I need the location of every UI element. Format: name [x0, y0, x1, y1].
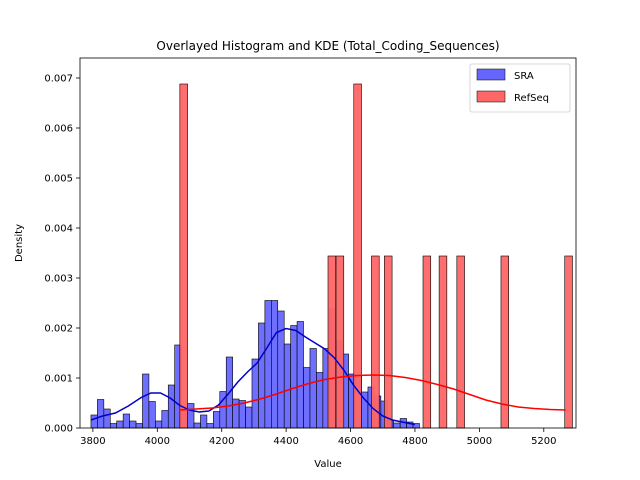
refseq-bar: [384, 255, 393, 429]
chart-title: Overlayed Histogram and KDE (Total_Codin…: [156, 39, 499, 53]
legend-swatch-refseq: [476, 90, 506, 103]
sra-bar: [103, 408, 111, 429]
y-tick-label: 0.006: [44, 124, 73, 135]
sra-bar: [187, 403, 195, 429]
sra-bar: [148, 401, 156, 429]
sra-bar: [283, 343, 291, 429]
refseq-bar: [179, 83, 188, 429]
x-axis: 3800 4000 4200 4400 4600 4800 5000 5200: [80, 428, 557, 447]
y-tick-label: 0.007: [44, 74, 73, 85]
sra-bar: [309, 348, 317, 429]
sra-bar: [129, 420, 137, 429]
refseq-kde-line: [179, 374, 566, 411]
sra-kde-line: [90, 327, 416, 426]
sra-bar: [245, 406, 253, 429]
sra-bar: [258, 322, 266, 429]
y-tick-label: 0.004: [44, 224, 73, 235]
sra-bar: [393, 422, 401, 429]
plot-area: [79, 57, 577, 429]
sra-bar: [135, 423, 143, 429]
sra-bar: [232, 398, 240, 429]
x-tick-label: 5200: [531, 436, 556, 447]
y-tick-label: 0.003: [44, 274, 73, 285]
y-axis: 0.000 0.001 0.002 0.003 0.004 0.005 0.006 0.007: [44, 74, 80, 435]
x-tick-label: 4200: [209, 436, 234, 447]
refseq-bar: [456, 255, 465, 429]
refseq-bar: [422, 255, 432, 429]
legend-label-refseq: RefSeq: [514, 93, 549, 104]
sra-bar: [122, 413, 130, 429]
sra-bar: [303, 367, 311, 429]
sra-bar: [155, 420, 163, 429]
sra-bar: [264, 300, 272, 429]
sra-bar: [206, 423, 214, 429]
sra-bar: [142, 373, 150, 429]
legend-label-sra: SRA: [514, 71, 534, 82]
x-tick-label: 4000: [145, 436, 170, 447]
refseq-bar: [335, 255, 345, 429]
sra-bar: [167, 384, 175, 429]
x-axis-label: Value: [314, 459, 341, 470]
x-tick-label: 5000: [467, 436, 492, 447]
refseq-bar: [564, 255, 573, 429]
sra-bar: [90, 414, 98, 429]
x-tick-label: 3800: [80, 436, 105, 447]
refseq-bar: [500, 255, 509, 429]
sra-bar: [290, 325, 298, 429]
refseq-bars: [179, 83, 573, 429]
sra-bar: [116, 420, 124, 429]
plot-frame: [79, 57, 577, 429]
sra-bar: [193, 422, 201, 429]
sra-bar: [296, 321, 304, 429]
refseq-bar: [371, 255, 380, 429]
sra-bar: [109, 423, 118, 429]
y-axis-label: Density: [14, 224, 25, 262]
sra-bar: [271, 300, 279, 429]
sra-bar: [251, 358, 259, 429]
sra-bar: [213, 411, 221, 429]
refseq-bar: [438, 255, 448, 429]
sra-bar: [97, 399, 105, 429]
x-tick-label: 4600: [338, 436, 363, 447]
sra-bar: [238, 400, 246, 429]
legend: SRA RefSeq: [469, 63, 571, 113]
y-tick-label: 0.001: [44, 374, 73, 385]
x-tick-label: 4800: [402, 436, 427, 447]
sra-bar: [161, 410, 169, 429]
sra-bar: [200, 414, 208, 429]
y-tick-label: 0.000: [44, 424, 73, 435]
y-tick-label: 0.005: [44, 174, 73, 185]
x-tick-label: 4400: [273, 436, 298, 447]
sra-bar: [277, 310, 285, 429]
legend-swatch-sra: [476, 68, 506, 81]
refseq-bar: [327, 255, 337, 429]
y-tick-label: 0.002: [44, 324, 73, 335]
